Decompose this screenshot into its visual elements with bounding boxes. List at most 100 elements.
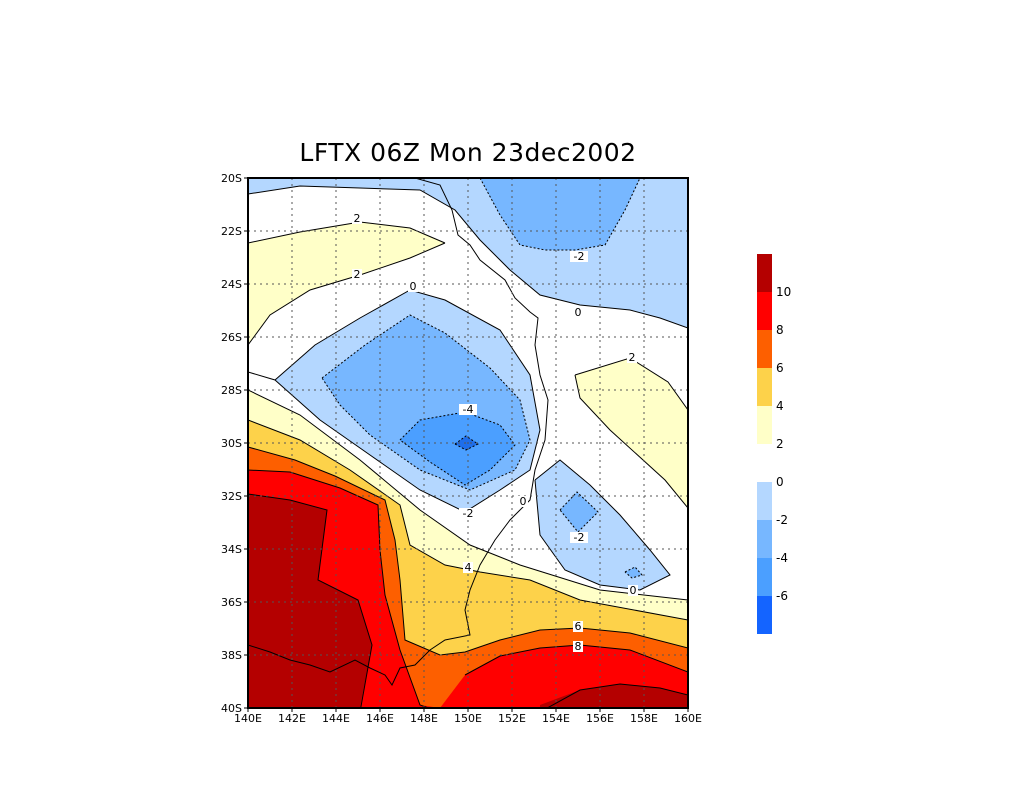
band-0-neg2-southeast bbox=[535, 460, 670, 590]
x-tick-label: 158E bbox=[630, 712, 658, 725]
svg-text:2: 2 bbox=[629, 351, 636, 364]
y-tick-label: 24S bbox=[221, 278, 242, 291]
colorbar-swatch bbox=[757, 368, 772, 406]
y-tick-label: 22S bbox=[221, 225, 242, 238]
colorbar-swatch bbox=[757, 254, 772, 292]
colorbar-label: 8 bbox=[776, 323, 784, 337]
contour-0-central bbox=[248, 289, 541, 513]
contour-neg2-central bbox=[321, 314, 531, 491]
svg-text:4: 4 bbox=[465, 561, 472, 574]
contour-neg4 bbox=[399, 411, 516, 486]
svg-text:2: 2 bbox=[354, 212, 361, 225]
svg-text:0: 0 bbox=[630, 584, 637, 597]
negative-contour-lines bbox=[321, 178, 643, 579]
colorbar-label: 10 bbox=[776, 285, 791, 299]
contour-2-east bbox=[574, 357, 688, 411]
svg-text:6: 6 bbox=[575, 620, 582, 633]
band-neg4-neg6 bbox=[400, 412, 515, 485]
contour-label: 8 bbox=[573, 640, 583, 653]
svg-text:0: 0 bbox=[520, 495, 527, 508]
colorbar-label: -2 bbox=[776, 513, 788, 527]
x-tick-label: 148E bbox=[410, 712, 438, 725]
contour-label: -2 bbox=[570, 531, 588, 544]
colorbar-swatch bbox=[757, 596, 772, 634]
band-gt10-se bbox=[540, 684, 688, 708]
colorbar-swatch bbox=[757, 520, 772, 558]
colorbar-label: 2 bbox=[776, 437, 784, 451]
colorbar-label: 4 bbox=[776, 399, 784, 413]
y-tick-label: 40S bbox=[221, 702, 242, 715]
contour-label: -4 bbox=[459, 403, 477, 416]
svg-text:8: 8 bbox=[575, 640, 582, 653]
contour-10-se bbox=[546, 683, 688, 708]
x-tick-label: 144E bbox=[322, 712, 350, 725]
contour-label: 4 bbox=[463, 561, 473, 574]
y-tick-label: 32S bbox=[221, 490, 242, 503]
band-2-4-nw bbox=[248, 222, 445, 345]
colorbar-swatch bbox=[757, 482, 772, 520]
y-tick-label: 26S bbox=[221, 331, 242, 344]
contour-neg6 bbox=[454, 435, 479, 451]
svg-text:0: 0 bbox=[575, 306, 582, 319]
coastline bbox=[248, 178, 549, 686]
colorbar-label: -6 bbox=[776, 589, 788, 603]
colorbar-label: -4 bbox=[776, 551, 788, 565]
band-neg2-neg4-se-dot bbox=[560, 492, 598, 532]
y-tick-label: 38S bbox=[221, 649, 242, 662]
contour-10 bbox=[248, 493, 373, 708]
contour-4 bbox=[248, 419, 688, 621]
contour-label: 2 bbox=[627, 351, 637, 364]
svg-text:-2: -2 bbox=[574, 531, 585, 544]
x-axis: 140E 142E 144E 146E 148E 150E 152E 154E 156E 158E… bbox=[234, 708, 702, 725]
contour-2-north-b bbox=[248, 242, 446, 346]
grid-lines bbox=[248, 178, 688, 708]
svg-text:2: 2 bbox=[354, 268, 361, 281]
y-tick-label: 34S bbox=[221, 543, 242, 556]
x-tick-label: 146E bbox=[366, 712, 394, 725]
x-tick-label: 150E bbox=[454, 712, 482, 725]
colorbar-label: 0 bbox=[776, 475, 784, 489]
colorbar-swatch bbox=[757, 558, 772, 596]
contour-neg2-se bbox=[559, 491, 599, 533]
colorbar-swatch bbox=[757, 406, 772, 444]
colorbar: 10 8 6 4 2 0 -2 -4 -6 bbox=[757, 254, 791, 634]
contour-label: 6 bbox=[573, 620, 583, 633]
contour-label: 0 bbox=[518, 495, 528, 508]
contour-label: 2 bbox=[352, 212, 362, 225]
x-tick-label: 140E bbox=[234, 712, 262, 725]
contour-label: 0 bbox=[408, 280, 418, 293]
filled-contours bbox=[248, 178, 688, 708]
x-tick-label: 142E bbox=[278, 712, 306, 725]
svg-text:0: 0 bbox=[410, 280, 417, 293]
map-title: LFTX 06Z Mon 23dec2002 bbox=[299, 138, 637, 167]
colorbar-swatch bbox=[757, 330, 772, 368]
contour-label: 0 bbox=[573, 306, 583, 319]
y-tick-label: 36S bbox=[221, 596, 242, 609]
x-tick-label: 160E bbox=[674, 712, 702, 725]
contour-labels: 2 2 0 -2 0 2 -4 -2 0 -2 4 0 6 8 bbox=[352, 212, 638, 653]
y-tick-label: 20S bbox=[221, 172, 242, 185]
contour-8-se bbox=[464, 644, 688, 676]
contour-label: 2 bbox=[352, 268, 362, 281]
contour-label: -2 bbox=[570, 250, 588, 263]
contour-neg2-north bbox=[479, 178, 641, 251]
contour-0-north bbox=[248, 185, 688, 329]
y-tick-label: 30S bbox=[221, 437, 242, 450]
contour-neg2-far-se bbox=[624, 566, 643, 579]
svg-text:-2: -2 bbox=[463, 507, 474, 520]
band-2-4-east bbox=[575, 358, 688, 508]
contour-label: -2 bbox=[459, 507, 477, 520]
contour-2-south bbox=[248, 389, 688, 601]
contour-0-se bbox=[534, 459, 671, 591]
colorbar-label: 6 bbox=[776, 361, 784, 375]
contour-label: 0 bbox=[628, 584, 638, 597]
svg-text:-2: -2 bbox=[574, 250, 585, 263]
y-axis: 20S 22S 24S 26S 28S 30S 32S 34S 36S 38S 40S bbox=[221, 172, 248, 715]
x-tick-label: 156E bbox=[586, 712, 614, 725]
svg-text:-4: -4 bbox=[463, 403, 474, 416]
band-lt-neg6 bbox=[455, 436, 478, 450]
x-tick-label: 152E bbox=[498, 712, 526, 725]
colorbar-swatch bbox=[757, 292, 772, 330]
x-tick-label: 154E bbox=[542, 712, 570, 725]
